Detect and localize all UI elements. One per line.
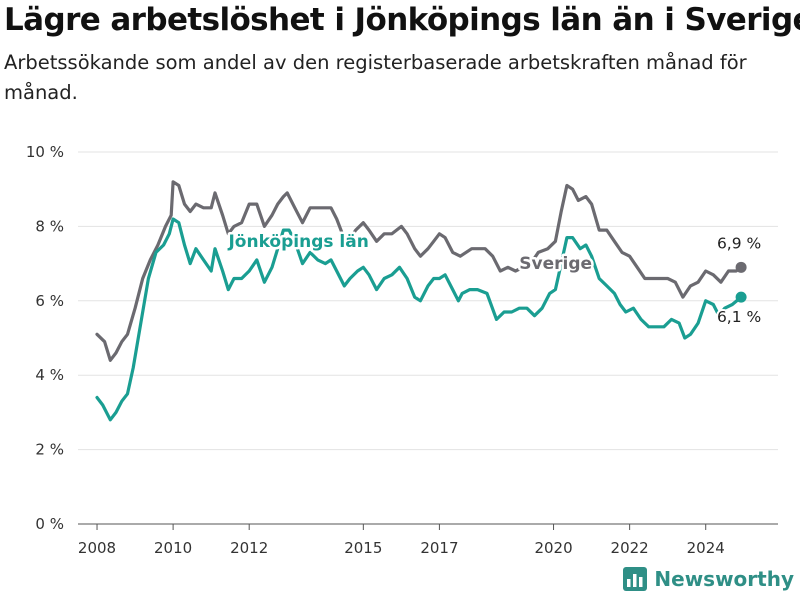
series-line-jonkoping xyxy=(95,217,743,422)
x-tick-label: 2024 xyxy=(687,539,725,557)
x-tick-label: 2020 xyxy=(534,539,572,557)
y-tick-label: 4 % xyxy=(35,366,64,384)
chart-axes: 0 % 2 % 4 % 6 % 8 % 10 % 2008 2010 2012 2015 2017 2… xyxy=(26,143,778,557)
series-label-sverige: Sverige xyxy=(519,254,592,274)
series-label-jonkoping: Jönköpings län xyxy=(227,232,368,252)
x-tick-label: 2015 xyxy=(344,539,382,557)
y-tick-label: 6 % xyxy=(35,292,64,310)
x-tick-label: 2008 xyxy=(78,539,116,557)
x-tick-label: 2017 xyxy=(420,539,458,557)
end-point-jonkoping xyxy=(735,291,747,303)
x-tick-label: 2010 xyxy=(154,539,192,557)
chart-gridlines xyxy=(78,151,778,525)
series-line-sverige xyxy=(95,180,743,362)
y-tick-label: 0 % xyxy=(35,515,64,533)
end-value-label-sverige: 6,9 % xyxy=(717,234,761,252)
end-point-sverige xyxy=(735,261,747,273)
chart-subtitle: Arbetssökande som andel av den registerb… xyxy=(4,51,747,104)
y-tick-label: 10 % xyxy=(26,143,64,161)
x-tick-label: 2022 xyxy=(611,539,649,557)
chart-title: Lägre arbetslöshet i Jönköpings län än i… xyxy=(4,2,800,38)
brand-logo: Newsworthy xyxy=(622,566,794,592)
brand-name: Newsworthy xyxy=(654,567,794,591)
x-tick-label: 2012 xyxy=(230,539,268,557)
y-tick-label: 2 % xyxy=(35,441,64,459)
newsworthy-logo-icon xyxy=(623,567,648,591)
y-tick-label: 8 % xyxy=(35,217,64,235)
chart-labels: Jönköpings län Sverige 6,9 % 6,1 % xyxy=(225,229,763,328)
chart-series xyxy=(95,180,747,422)
end-value-label-jonkoping: 6,1 % xyxy=(717,308,761,326)
